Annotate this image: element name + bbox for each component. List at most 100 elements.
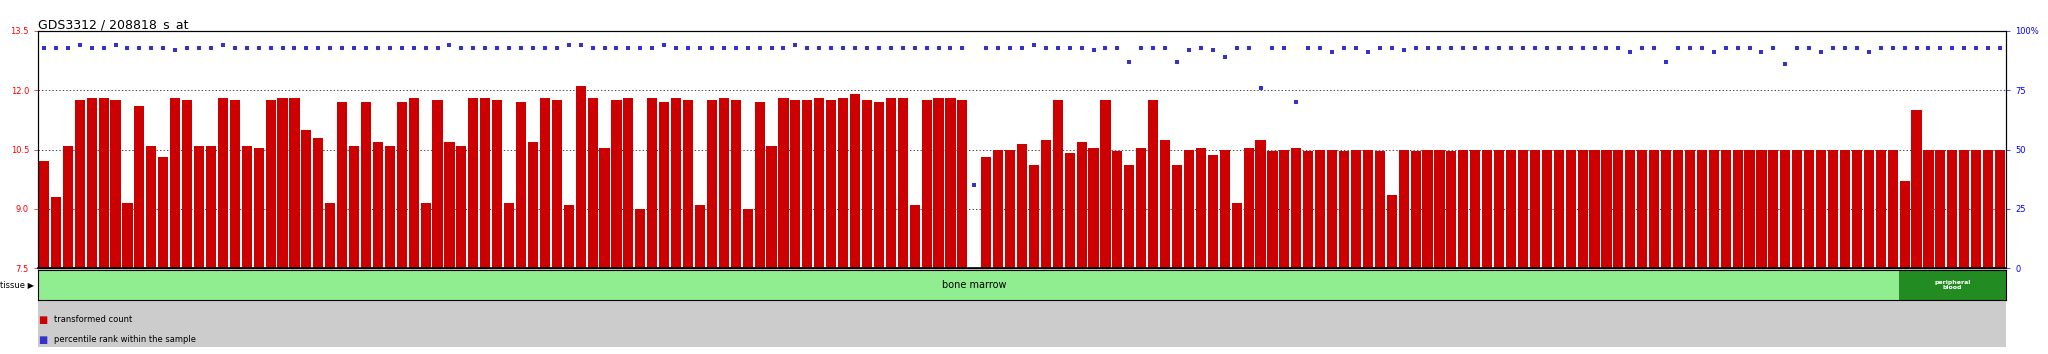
Point — [207, 42, 240, 48]
Point — [1913, 45, 1946, 50]
Bar — [397, 102, 408, 268]
Point — [778, 42, 811, 48]
Point — [266, 45, 299, 50]
Point — [1960, 45, 1993, 50]
Bar — [874, 102, 885, 268]
Bar — [1255, 139, 1266, 268]
Bar — [1829, 149, 1839, 268]
Bar — [563, 205, 573, 268]
Bar — [492, 100, 502, 268]
Bar — [516, 102, 526, 268]
Bar — [242, 145, 252, 268]
Point — [516, 45, 549, 50]
Bar — [1483, 149, 1493, 268]
Bar — [1077, 142, 1087, 268]
Bar — [1923, 149, 1933, 268]
Point — [1661, 45, 1694, 50]
Bar — [74, 100, 84, 268]
Bar — [469, 98, 479, 268]
Point — [1829, 45, 1862, 50]
Point — [1745, 50, 1778, 55]
Point — [1757, 45, 1790, 50]
Point — [1161, 59, 1194, 65]
Point — [635, 45, 668, 50]
Bar — [575, 86, 586, 268]
Bar — [1362, 149, 1372, 268]
Point — [1436, 45, 1468, 50]
Point — [1268, 45, 1300, 50]
Bar — [1698, 149, 1706, 268]
Point — [600, 45, 633, 50]
Point — [612, 45, 645, 50]
Point — [494, 45, 526, 50]
Bar — [301, 130, 311, 268]
Point — [27, 45, 59, 50]
Point — [1651, 59, 1683, 65]
Point — [39, 45, 72, 50]
Bar — [541, 98, 551, 268]
Point — [1448, 45, 1481, 50]
Bar — [254, 148, 264, 268]
Point — [254, 45, 287, 50]
Bar — [743, 209, 754, 268]
Point — [707, 45, 739, 50]
Bar — [98, 98, 109, 268]
Point — [397, 45, 430, 50]
Point — [1102, 45, 1135, 50]
Point — [123, 45, 156, 50]
Point — [98, 42, 131, 48]
Bar — [1028, 165, 1038, 268]
Point — [469, 45, 502, 50]
Bar — [86, 98, 96, 268]
Point — [1554, 45, 1587, 50]
Point — [1698, 50, 1731, 55]
Bar — [791, 100, 801, 268]
Point — [1579, 45, 1612, 50]
Bar — [1757, 149, 1767, 268]
Bar — [1745, 149, 1755, 268]
Bar — [1948, 149, 1958, 268]
Bar — [1982, 149, 1993, 268]
Point — [1065, 45, 1098, 50]
Point — [147, 45, 180, 50]
Bar — [731, 100, 741, 268]
Bar — [803, 100, 813, 268]
Bar — [479, 98, 489, 268]
Bar — [1446, 152, 1456, 268]
Bar — [1053, 100, 1063, 268]
Bar — [1602, 149, 1612, 268]
Point — [874, 45, 907, 50]
Bar — [1505, 149, 1516, 268]
Point — [219, 45, 252, 50]
Point — [672, 45, 705, 50]
Point — [541, 45, 573, 50]
Bar — [1315, 149, 1325, 268]
Bar — [528, 142, 539, 268]
Point — [1733, 45, 1765, 50]
Point — [326, 45, 358, 50]
Text: tissue ▶: tissue ▶ — [0, 280, 35, 290]
Bar — [1290, 148, 1300, 268]
Bar — [207, 145, 215, 268]
Point — [815, 45, 848, 50]
Point — [1673, 45, 1706, 50]
Point — [1720, 45, 1753, 50]
Bar — [1268, 152, 1278, 268]
Point — [756, 45, 788, 50]
Bar — [1686, 149, 1696, 268]
Point — [1245, 85, 1278, 91]
Point — [827, 45, 860, 50]
Point — [1923, 45, 1956, 50]
Bar — [1767, 149, 1778, 268]
Bar — [1411, 152, 1421, 268]
Bar — [934, 98, 944, 268]
Text: peripheral
blood: peripheral blood — [1933, 280, 1970, 290]
Bar — [838, 98, 848, 268]
Point — [719, 45, 752, 50]
Bar — [432, 100, 442, 268]
Point — [350, 45, 383, 50]
Point — [1495, 45, 1528, 50]
Bar — [1970, 149, 1980, 268]
Bar — [1184, 149, 1194, 268]
Bar — [1280, 149, 1290, 268]
